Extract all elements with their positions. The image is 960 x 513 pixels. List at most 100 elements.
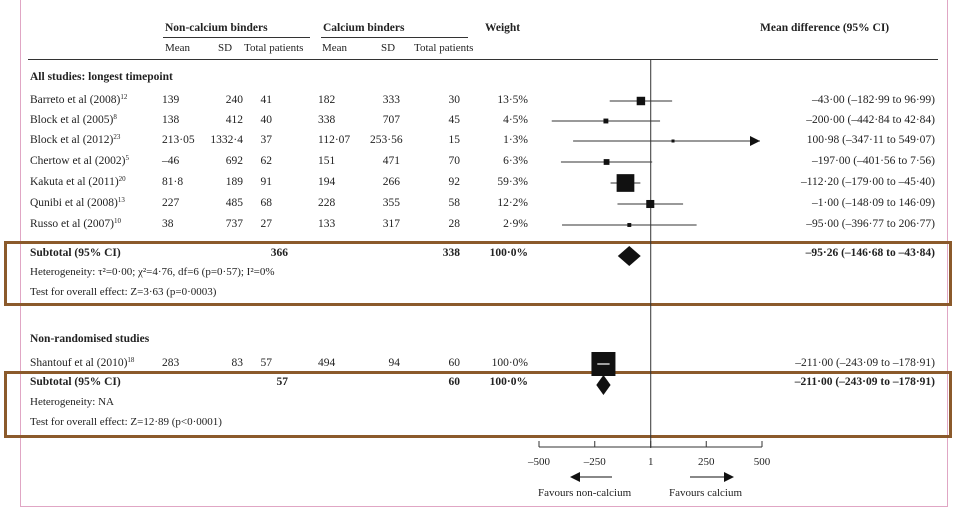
- study-marker: [603, 159, 610, 165]
- study-nc-sd: 240: [225, 94, 243, 106]
- study-c-sd: 707: [382, 114, 400, 126]
- col-mean-nc: Mean: [165, 42, 191, 54]
- subtotal2-weight: 100·0%: [489, 376, 528, 388]
- col-total-nc: Total patients: [244, 42, 304, 54]
- study-nc-mean: 227: [162, 197, 180, 209]
- x-tick-label: 1: [648, 456, 654, 468]
- study-weight: 2·9%: [503, 218, 528, 230]
- header-weight: Weight: [485, 22, 521, 34]
- col-mean-c: Mean: [322, 42, 348, 54]
- study-reference: 10: [114, 217, 122, 225]
- header-calcium: Calcium binders: [323, 22, 405, 34]
- overall-effect1: Test for overall effect: Z=3·63 (p=0·000…: [30, 286, 217, 298]
- study-nc-sd: 1332·4: [210, 134, 243, 146]
- study-nc-mean: 283: [162, 357, 180, 369]
- study-nc-n: 27: [260, 218, 273, 230]
- study-nc-sd: 485: [225, 197, 243, 209]
- study-c-sd: 94: [388, 357, 401, 369]
- study-name: Kakuta et al (2011)20: [30, 175, 126, 189]
- section2-title: Non-randomised studies: [30, 333, 150, 345]
- study-c-mean: 494: [318, 357, 336, 369]
- study-c-mean: 182: [318, 94, 336, 106]
- header-rule-noncalcium: [163, 37, 310, 38]
- x-tick-label: –500: [527, 456, 551, 468]
- favours-calcium-label: Favours calcium: [669, 487, 743, 499]
- study-weight: 12·2%: [497, 197, 528, 209]
- study-marker: [603, 118, 609, 124]
- study-c-n: 28: [448, 218, 461, 230]
- study-nc-sd: 83: [231, 357, 244, 369]
- study-nc-mean: 38: [162, 218, 174, 230]
- study-nc-n: 37: [260, 134, 273, 146]
- study-ci-text: –1·00 (–148·09 to 146·09): [812, 197, 935, 209]
- study-weight: 4·5%: [503, 114, 528, 126]
- study-name: Block et al (2005)8: [30, 113, 117, 127]
- heterogeneity2: Heterogeneity: NA: [30, 396, 114, 408]
- subtotal1-c: 338: [442, 247, 460, 259]
- study-reference: 5: [125, 154, 130, 162]
- x-tick-label: 250: [698, 456, 715, 468]
- study-weight: 100·0%: [491, 357, 528, 369]
- study-nc-mean: 138: [162, 114, 180, 126]
- study-c-n: 92: [448, 176, 461, 188]
- study-reference: 23: [113, 133, 121, 141]
- study-reference: 20: [118, 175, 126, 183]
- subtotal2-nc: 57: [276, 376, 289, 388]
- study-marker: [616, 174, 635, 192]
- study-reference: 8: [113, 113, 117, 121]
- study-c-n: 58: [448, 197, 461, 209]
- subtotal1-label: Subtotal (95% CI): [30, 247, 121, 259]
- study-c-n: 30: [448, 94, 461, 106]
- study-nc-sd: 412: [225, 114, 243, 126]
- study-name: Shantouf et al (2010)18: [30, 356, 135, 370]
- study-marker: [671, 139, 675, 143]
- study-reference: 13: [117, 196, 125, 204]
- study-nc-mean: 81·8: [162, 176, 184, 188]
- study-nc-mean: 139: [162, 94, 180, 106]
- study-nc-sd: 692: [225, 155, 243, 167]
- study-reference: 18: [127, 356, 135, 364]
- study-ci-text: –43·00 (–182·99 to 96·99): [812, 94, 935, 106]
- study-name: Russo et al (2007)10: [30, 217, 122, 231]
- subtotal1-nc: 366: [270, 247, 288, 259]
- study-ci-text: –200·00 (–442·84 to 42·84): [806, 114, 935, 126]
- study-nc-n: 62: [260, 155, 273, 167]
- favours-left-arrowhead: [570, 472, 580, 482]
- study-c-sd: 471: [382, 155, 400, 167]
- col-sd-nc: SD: [218, 42, 233, 54]
- study-nc-n: 91: [260, 176, 273, 188]
- study-ci-text: –112·20 (–179·00 to –45·40): [800, 176, 935, 188]
- study-c-sd: 317: [382, 218, 400, 230]
- favours-right-arrowhead: [724, 472, 734, 482]
- heterogeneity1: Heterogeneity: τ²=0·00; χ²=4·76, df=6 (p…: [30, 266, 275, 278]
- study-c-sd: 266: [382, 176, 400, 188]
- study-c-sd: 355: [382, 197, 400, 209]
- study-nc-n: 40: [260, 114, 273, 126]
- header-noncalcium: Non-calcium binders: [165, 22, 268, 34]
- study-weight: 13·5%: [497, 94, 528, 106]
- study-c-mean: 228: [318, 197, 336, 209]
- study-c-mean: 338: [318, 114, 336, 126]
- study-nc-n: 57: [260, 357, 273, 369]
- study-ci-text: –197·00 (–401·56 to 7·56): [812, 155, 935, 167]
- subtotal2-c: 60: [448, 376, 461, 388]
- header-bottom-rule: [28, 59, 938, 60]
- subtotal1-ci: –95·26 (–146·68 to –43·84): [805, 247, 935, 259]
- x-tick-label: –250: [583, 456, 607, 468]
- highlight-box-1: [4, 241, 952, 306]
- header-rule-calcium: [321, 37, 468, 38]
- study-nc-mean: 213·05: [162, 134, 195, 146]
- study-c-mean: 151: [318, 155, 336, 167]
- highlight-box-2: [4, 371, 952, 438]
- subtotal-diamond: [617, 246, 641, 266]
- study-weight: 1·3%: [503, 134, 528, 146]
- study-ci-text: –211·00 (–243·09 to –178·91): [795, 357, 935, 369]
- study-nc-mean: –46: [162, 155, 180, 167]
- study-nc-sd: 189: [225, 176, 243, 188]
- study-name: Chertow et al (2002)5: [30, 154, 129, 168]
- study-weight: 6·3%: [503, 155, 528, 167]
- study-name: Block et al (2012)23: [30, 133, 121, 147]
- section1-title: All studies: longest timepoint: [30, 71, 173, 83]
- x-tick-label: 500: [754, 456, 771, 468]
